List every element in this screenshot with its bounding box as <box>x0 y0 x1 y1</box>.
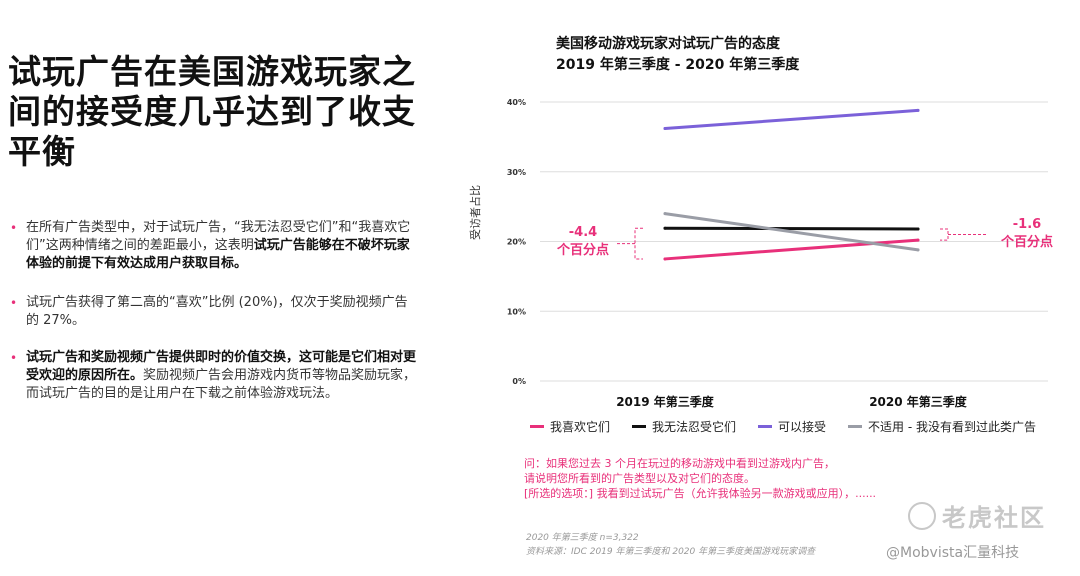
bullet-1: • 在所有广告类型中，对于试玩广告，“我无法忍受它们”和“我喜欢它们”这两种情绪… <box>10 219 420 273</box>
bullet-3-bold: 试玩广告和奖励视频广告提供即时的价值交换，这可能是它们相对更受欢迎的原因所在。 <box>26 350 417 383</box>
annotation-bracket-right <box>940 228 988 241</box>
bullet-3-text: 奖励视频广告会用游戏内货币等物品奖励玩家，而试玩广告的目的是让用户在下载之前体验… <box>26 368 417 401</box>
legend-swatch <box>758 425 773 428</box>
chart-legend: 我喜欢它们 我无法忍受它们 可以接受 不适用 - 我没有看到过此类广告 <box>530 418 1036 435</box>
legend-swatch <box>530 425 544 428</box>
legend-label: 不适用 - 我没有看到过此类广告 <box>868 420 1037 434</box>
annotation-left: -4.4 个百分点 <box>548 224 618 260</box>
legend-label: 我喜欢它们 <box>550 420 611 434</box>
credit-text: @Mobvista汇量科技 <box>886 545 1020 561</box>
watermark-text: 老虎社区 <box>942 504 1046 532</box>
data-point <box>916 227 920 231</box>
series-line <box>663 108 920 131</box>
survey-question: 问：如果您过去 3 个月在玩过的移动游戏中看到过游戏内广告， 请说明您所看到的广… <box>524 456 924 501</box>
legend-swatch <box>632 425 647 428</box>
source: 资料来源：IDC 2019 年第三季度和 2020 年第三季度美国游戏玩家调查 <box>526 547 816 557</box>
data-point <box>663 212 667 216</box>
x-tick-label: 2019 年第三季度 <box>616 394 715 409</box>
annotation-bracket-left <box>617 227 643 260</box>
source-note: 2020 年第三季度 n=3,322 资料来源：IDC 2019 年第三季度和 … <box>526 531 815 559</box>
y-tick-label: 40% <box>507 98 526 107</box>
chart-title-block: 美国移动游戏玩家对试玩广告的态度 2019 年第三季度 - 2020 年第三季度 <box>556 34 799 76</box>
bullet-2: • 试玩广告获得了第二高的“喜欢”比例 (20%)，仅次于奖励视频广告的 27%… <box>10 294 420 330</box>
legend-swatch <box>848 425 863 428</box>
watermark: 老虎社区 <box>908 498 1046 533</box>
annotation-right-unit: 个百分点 <box>1000 235 1053 250</box>
series-line <box>663 226 920 231</box>
line-chart: 0% 10% 20% 30% 40% 2019 年第三季度 2020 年第三季度 <box>507 98 1048 409</box>
series-line <box>663 212 920 252</box>
bullet-marker: • <box>10 296 18 310</box>
question-line-2: 请说明您所看到的广告类型以及对它们的态度。 <box>524 472 755 485</box>
data-point <box>663 257 667 261</box>
legend-label: 可以接受 <box>778 420 827 434</box>
page-title: 试玩广告在美国游戏玩家之间的接受度几乎达到了收支平衡 <box>8 52 416 171</box>
legend-item-not-applicable: 不适用 - 我没有看到过此类广告 <box>848 418 1036 435</box>
y-tick-label: 30% <box>507 168 526 177</box>
bullet-marker: • <box>10 351 18 365</box>
legend-item-cannot-stand: 我无法忍受它们 <box>632 418 736 435</box>
bullet-1-bold: 试玩广告能够在不破坏玩家体验的前提下有效达成用户获取目标。 <box>26 238 410 271</box>
data-point <box>916 248 920 252</box>
y-tick-label: 10% <box>507 307 526 316</box>
sample-size: 2020 年第三季度 n=3,322 <box>526 533 639 543</box>
legend-label: 我无法忍受它们 <box>652 420 737 434</box>
data-point <box>916 238 920 242</box>
annotation-right-value: -1.6 <box>1012 217 1042 232</box>
y-tick-label: 20% <box>507 238 526 247</box>
annotation-right: -1.6 个百分点 <box>994 216 1060 252</box>
watermark-logo-icon <box>908 502 936 530</box>
data-point <box>916 108 920 112</box>
data-point <box>663 127 667 131</box>
bullet-marker: • <box>10 221 18 235</box>
chart-title: 美国移动游戏玩家对试玩广告的态度 <box>556 36 780 52</box>
annotation-left-value: -4.4 <box>568 225 598 240</box>
legend-item-like: 我喜欢它们 <box>530 418 610 435</box>
y-tick-label: 0% <box>512 377 526 386</box>
legend-item-acceptable: 可以接受 <box>758 418 826 435</box>
question-line-3: [所选的选项：] 我看到过试玩广告（允许我体验另一款游戏或应用），...... <box>524 487 877 500</box>
annotation-left-unit: 个百分点 <box>556 243 609 258</box>
bullet-3: • 试玩广告和奖励视频广告提供即时的价值交换，这可能是它们相对更受欢迎的原因所在… <box>10 349 420 403</box>
data-point <box>663 226 667 230</box>
question-line-1: 问：如果您过去 3 个月在玩过的移动游戏中看到过游戏内广告， <box>524 457 835 470</box>
x-tick-label: 2020 年第三季度 <box>869 394 968 409</box>
bullet-2-text: 试玩广告获得了第二高的“喜欢”比例 (20%)，仅次于奖励视频广告的 27%。 <box>26 295 408 328</box>
bullet-1-text: 在所有广告类型中，对于试玩广告，“我无法忍受它们”和“我喜欢它们”这两种情绪之间… <box>26 220 411 253</box>
chart-subtitle: 2019 年第三季度 - 2020 年第三季度 <box>556 57 800 73</box>
